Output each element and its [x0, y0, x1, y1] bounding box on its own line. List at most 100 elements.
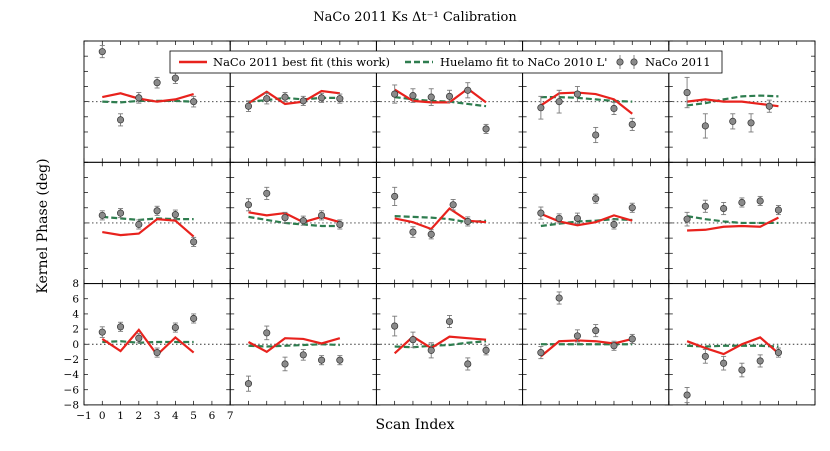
data-point — [263, 325, 271, 341]
data-point — [135, 333, 143, 344]
data-marker — [445, 317, 454, 326]
data-marker — [701, 352, 709, 360]
data-marker — [449, 201, 457, 209]
data-marker — [555, 98, 563, 106]
data-point — [537, 346, 545, 360]
data-marker — [117, 323, 125, 331]
data-marker — [592, 327, 600, 335]
huelamo-fit-line — [540, 218, 633, 228]
data-point — [701, 349, 709, 364]
data-marker — [683, 215, 691, 223]
legend-frame — [169, 50, 723, 74]
data-marker — [464, 86, 472, 94]
x-tick-label: 6 — [209, 410, 216, 422]
data-point — [610, 219, 618, 230]
data-point — [409, 88, 417, 103]
data-point — [628, 202, 636, 213]
data-point — [299, 349, 307, 361]
data-point — [683, 387, 691, 404]
data-marker — [573, 332, 581, 340]
data-point — [244, 375, 253, 392]
data-point — [318, 92, 326, 103]
subplot-r1-c0 — [83, 161, 231, 285]
x-tick-label: 2 — [135, 410, 142, 422]
data-marker — [171, 211, 179, 219]
data-marker — [409, 228, 417, 236]
best-fit-line — [540, 337, 633, 358]
data-marker — [263, 95, 271, 103]
data-point — [318, 355, 326, 366]
subplot-r1-c4 — [668, 161, 816, 285]
best-fit-line — [101, 328, 195, 357]
data-marker — [336, 220, 344, 229]
huelamo-fit-line — [248, 343, 340, 348]
data-point — [592, 126, 600, 144]
data-point — [281, 356, 289, 372]
data-marker — [263, 329, 271, 337]
data-point — [427, 88, 435, 106]
data-point — [756, 354, 764, 368]
data-marker — [555, 294, 563, 302]
data-point — [445, 89, 454, 103]
best-fit-line — [686, 98, 779, 108]
data-marker — [409, 336, 417, 344]
data-marker — [336, 95, 344, 103]
data-marker — [244, 380, 253, 388]
chart-title: NaCo 2011 Ks Δt⁻¹ Calibration — [313, 10, 517, 25]
subplot-r2-c1 — [229, 283, 377, 406]
data-marker — [135, 220, 143, 229]
legend-fit-label: NaCo 2011 best fit (this work) — [213, 55, 390, 69]
data-marker — [98, 211, 106, 219]
x-tick-label: 3 — [154, 410, 161, 422]
data-point — [190, 95, 198, 108]
data-point — [573, 86, 581, 103]
data-point — [701, 113, 709, 139]
data-point — [537, 206, 545, 220]
data-marker — [427, 346, 435, 354]
data-point — [738, 197, 746, 208]
legend-huelamo-label: Huelamo fit to NaCo 2010 L' — [440, 55, 607, 69]
data-point — [738, 362, 746, 378]
data-marker — [281, 360, 289, 368]
best-fit-line — [102, 218, 195, 238]
data-marker — [482, 125, 490, 133]
huelamo-fit-line — [248, 96, 340, 103]
huelamo-fit-line — [540, 96, 633, 103]
data-point — [592, 324, 600, 338]
subplot-r1-c1 — [229, 161, 377, 285]
data-marker — [153, 207, 161, 215]
data-point — [281, 211, 289, 224]
data-marker — [592, 131, 600, 139]
data-point — [409, 226, 417, 238]
data-marker — [765, 102, 773, 110]
data-marker — [592, 195, 600, 203]
data-marker — [573, 90, 581, 98]
data-marker — [610, 104, 618, 113]
data-point — [153, 347, 161, 358]
data-point — [263, 92, 271, 105]
data-point — [683, 76, 691, 109]
data-marker — [628, 120, 636, 128]
data-point — [628, 333, 636, 344]
huelamo-fit-line — [686, 94, 779, 107]
data-marker — [427, 93, 435, 101]
data-point — [171, 209, 179, 220]
data-marker — [610, 342, 618, 350]
data-marker — [537, 349, 545, 357]
data-marker — [391, 90, 399, 98]
data-marker — [628, 204, 636, 212]
data-point — [464, 357, 472, 371]
data-marker — [464, 360, 472, 368]
data-point — [190, 236, 198, 247]
data-point — [464, 82, 472, 99]
data-point — [281, 92, 289, 103]
data-marker — [98, 48, 106, 56]
data-point — [98, 210, 106, 221]
data-point — [153, 76, 161, 89]
legend: NaCo 2011 best fit (this work) Huelamo f… — [169, 50, 723, 74]
data-point — [628, 117, 636, 131]
data-point — [299, 215, 307, 226]
data-point — [683, 211, 691, 227]
